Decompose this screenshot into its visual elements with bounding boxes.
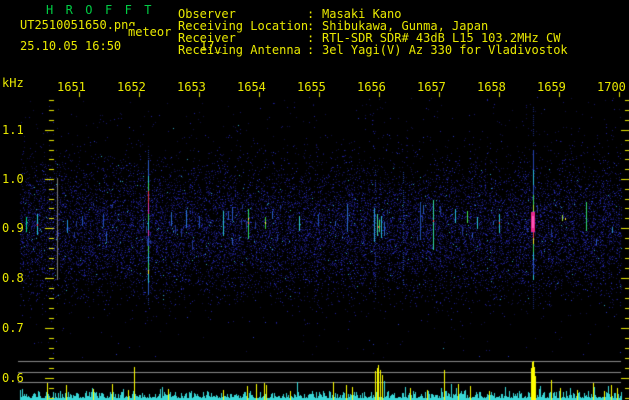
time-axis-label: 1651 bbox=[57, 80, 86, 94]
time-axis-label: 1658 bbox=[477, 80, 506, 94]
app-title: H R O F F T bbox=[46, 3, 155, 17]
info-value-observer: Masaki Kano bbox=[322, 7, 402, 21]
info-separator: : bbox=[307, 43, 315, 57]
freq-axis-label: 1.0 bbox=[2, 172, 24, 186]
time-axis-label: 1659 bbox=[537, 80, 566, 94]
time-axis-label: 1652 bbox=[117, 80, 146, 94]
freq-axis-label: 1.1 bbox=[2, 123, 24, 137]
info-label-observer: Observer bbox=[178, 7, 236, 21]
info-value-location: Shibukawa, Gunma, Japan bbox=[322, 19, 489, 33]
freq-axis-label: 0.9 bbox=[2, 221, 24, 235]
info-label-location: Receiving Location bbox=[178, 19, 309, 33]
info-value-antenna: 3el Yagi(V) Az 330 for Vladivostok bbox=[322, 43, 568, 57]
time-axis-label: 1657 bbox=[417, 80, 446, 94]
datetime-label: 25.10.05 16:50 bbox=[20, 39, 122, 53]
freq-axis-label: 0.7 bbox=[2, 321, 24, 335]
info-value-receiver: RTL-SDR SDR# 43dB L15 103.2MHz CW bbox=[322, 31, 561, 45]
time-axis-label: 1654 bbox=[237, 80, 266, 94]
freq-axis-label: 0.8 bbox=[2, 271, 24, 285]
mode-label: meteor bbox=[128, 25, 172, 39]
info-separator: : bbox=[307, 19, 315, 33]
time-axis-label: 1653 bbox=[177, 80, 206, 94]
progress-counter: 17_ bbox=[200, 39, 222, 53]
time-axis-label: 1655 bbox=[297, 80, 326, 94]
info-label-receiver: Receiver bbox=[178, 31, 236, 45]
freq-unit-label: kHz bbox=[2, 76, 24, 90]
info-separator: : bbox=[307, 31, 315, 45]
freq-axis-label: 0.6 bbox=[2, 371, 24, 385]
filename-label: UT2510051650.png bbox=[20, 18, 136, 32]
time-axis-label: 1700 bbox=[597, 80, 626, 94]
time-axis-label: 1656 bbox=[357, 80, 386, 94]
info-label-antenna: Receiving Antenna bbox=[178, 43, 301, 57]
info-separator: : bbox=[307, 7, 315, 21]
